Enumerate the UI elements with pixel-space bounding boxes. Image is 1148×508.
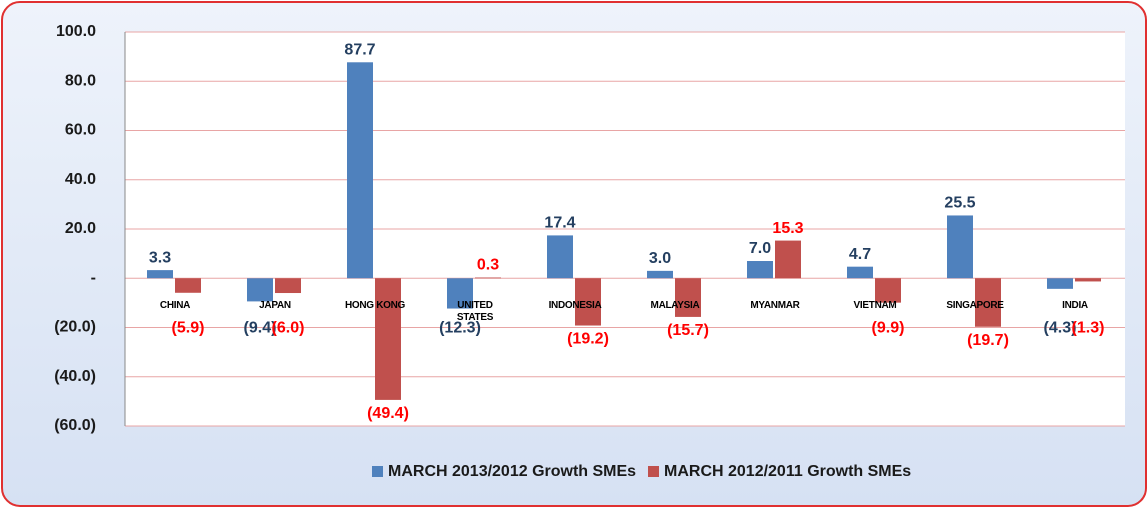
- x-tick-label: INDIA: [1062, 300, 1088, 312]
- x-tick-label: CHINA: [159, 300, 191, 312]
- y-tick-label: (20.0): [54, 319, 96, 336]
- data-label: (12.3): [439, 319, 481, 336]
- data-label: (9.4): [244, 319, 277, 336]
- data-label: 0.3: [477, 257, 499, 274]
- y-tick-label: (60.0): [54, 417, 96, 434]
- data-label: 25.5: [944, 195, 975, 212]
- bar: [775, 240, 801, 279]
- bar: [1047, 278, 1073, 289]
- data-label: (6.0): [272, 319, 305, 336]
- x-tick-label: MYANMAR: [750, 300, 800, 312]
- x-tick-label: HONG KONG: [344, 300, 406, 312]
- bar: [947, 215, 973, 279]
- bar: [547, 235, 573, 279]
- y-tick-label: 100.0: [56, 23, 96, 40]
- bar: [375, 278, 401, 400]
- data-label: 3.3: [149, 249, 171, 266]
- bar: [847, 266, 873, 279]
- data-label: 7.0: [749, 240, 771, 257]
- bar: [275, 278, 301, 294]
- x-tick-label: VIETNAM: [853, 300, 897, 312]
- data-label: (19.7): [967, 332, 1009, 349]
- y-tick-label: 80.0: [65, 72, 96, 89]
- bar: [575, 278, 601, 326]
- x-tick-label: MALAYSIA: [650, 300, 700, 312]
- bar: [347, 62, 373, 279]
- y-tick-label: (40.0): [54, 368, 96, 385]
- data-label: (1.3): [1072, 319, 1105, 336]
- bar: [875, 278, 901, 303]
- bar: [975, 278, 1001, 327]
- data-label: (5.9): [172, 319, 205, 336]
- bar: [475, 277, 501, 279]
- data-label: (15.7): [667, 322, 709, 339]
- bar: [1075, 278, 1101, 282]
- x-tick-label: JAPAN: [259, 300, 291, 312]
- x-tick-label: INDONESIA: [548, 300, 602, 312]
- y-tick-label: 40.0: [65, 171, 96, 188]
- x-tick-label: UNITED STATES: [456, 300, 494, 324]
- y-tick-label: 20.0: [65, 220, 96, 237]
- bar: [675, 278, 701, 317]
- y-tick-label: -: [91, 269, 96, 286]
- bar: [647, 270, 673, 279]
- legend-label: MARCH 2012/2011 Growth SMEs: [664, 463, 911, 480]
- data-label: (9.9): [872, 319, 905, 336]
- data-label: (4.3): [1044, 319, 1077, 336]
- bar: [247, 278, 273, 302]
- data-label: 17.4: [544, 215, 575, 232]
- legend-swatch: [648, 466, 659, 477]
- data-label: 87.7: [344, 42, 375, 59]
- data-label: 4.7: [849, 246, 871, 263]
- bar: [147, 270, 173, 279]
- x-tick-label: SINGAPORE: [946, 300, 1004, 312]
- bar: [175, 278, 201, 293]
- legend-swatch: [372, 466, 383, 477]
- data-label: 3.0: [649, 250, 671, 267]
- bar: [447, 278, 473, 309]
- bar: [747, 261, 773, 279]
- data-label: 15.3: [772, 220, 803, 237]
- data-label: (19.2): [567, 331, 609, 348]
- y-tick-label: 60.0: [65, 122, 96, 139]
- legend-label: MARCH 2013/2012 Growth SMEs: [388, 463, 636, 480]
- data-label: (49.4): [367, 405, 409, 422]
